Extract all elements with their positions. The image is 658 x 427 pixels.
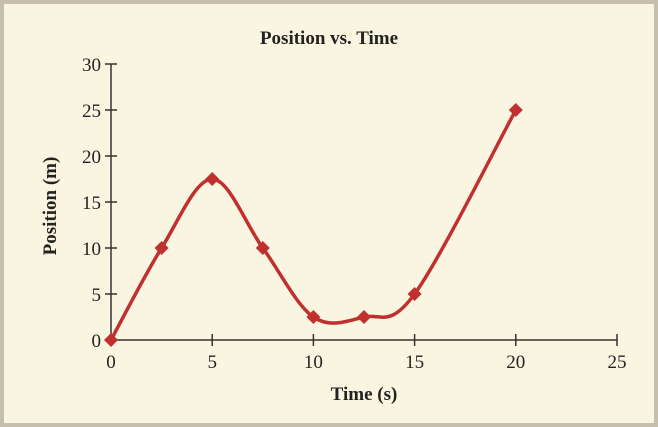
data-point-marker <box>407 287 422 301</box>
series-line <box>109 109 518 341</box>
x-tick-label: 15 <box>405 352 424 373</box>
x-tick-label: 25 <box>608 352 627 373</box>
y-tick-label: 10 <box>82 239 101 260</box>
x-tick-label: 5 <box>207 352 217 373</box>
y-tick-label: 20 <box>82 147 101 168</box>
position-time-chart: Position vs. Time Time (s) Position (m) … <box>40 28 627 405</box>
chart-title: Position vs. Time <box>260 28 398 49</box>
x-tick-label: 0 <box>106 352 116 373</box>
y-axis-label: Position (m) <box>40 157 61 256</box>
y-tick-label: 30 <box>82 55 101 76</box>
data-point-marker <box>104 333 118 347</box>
data-point-marker <box>508 103 523 117</box>
data-point-marker <box>154 241 169 255</box>
x-tick-label: 20 <box>506 352 525 373</box>
data-point-marker <box>357 310 371 324</box>
y-tick-label: 5 <box>92 285 102 306</box>
y-tick-label: 25 <box>82 101 101 122</box>
y-tick-label: 15 <box>82 193 101 214</box>
data-point-marker <box>306 310 321 324</box>
data-point-marker <box>205 172 220 186</box>
y-tick-label: 0 <box>92 331 102 352</box>
x-tick-label: 10 <box>304 352 323 373</box>
x-axis-label: Time (s) <box>331 384 398 405</box>
